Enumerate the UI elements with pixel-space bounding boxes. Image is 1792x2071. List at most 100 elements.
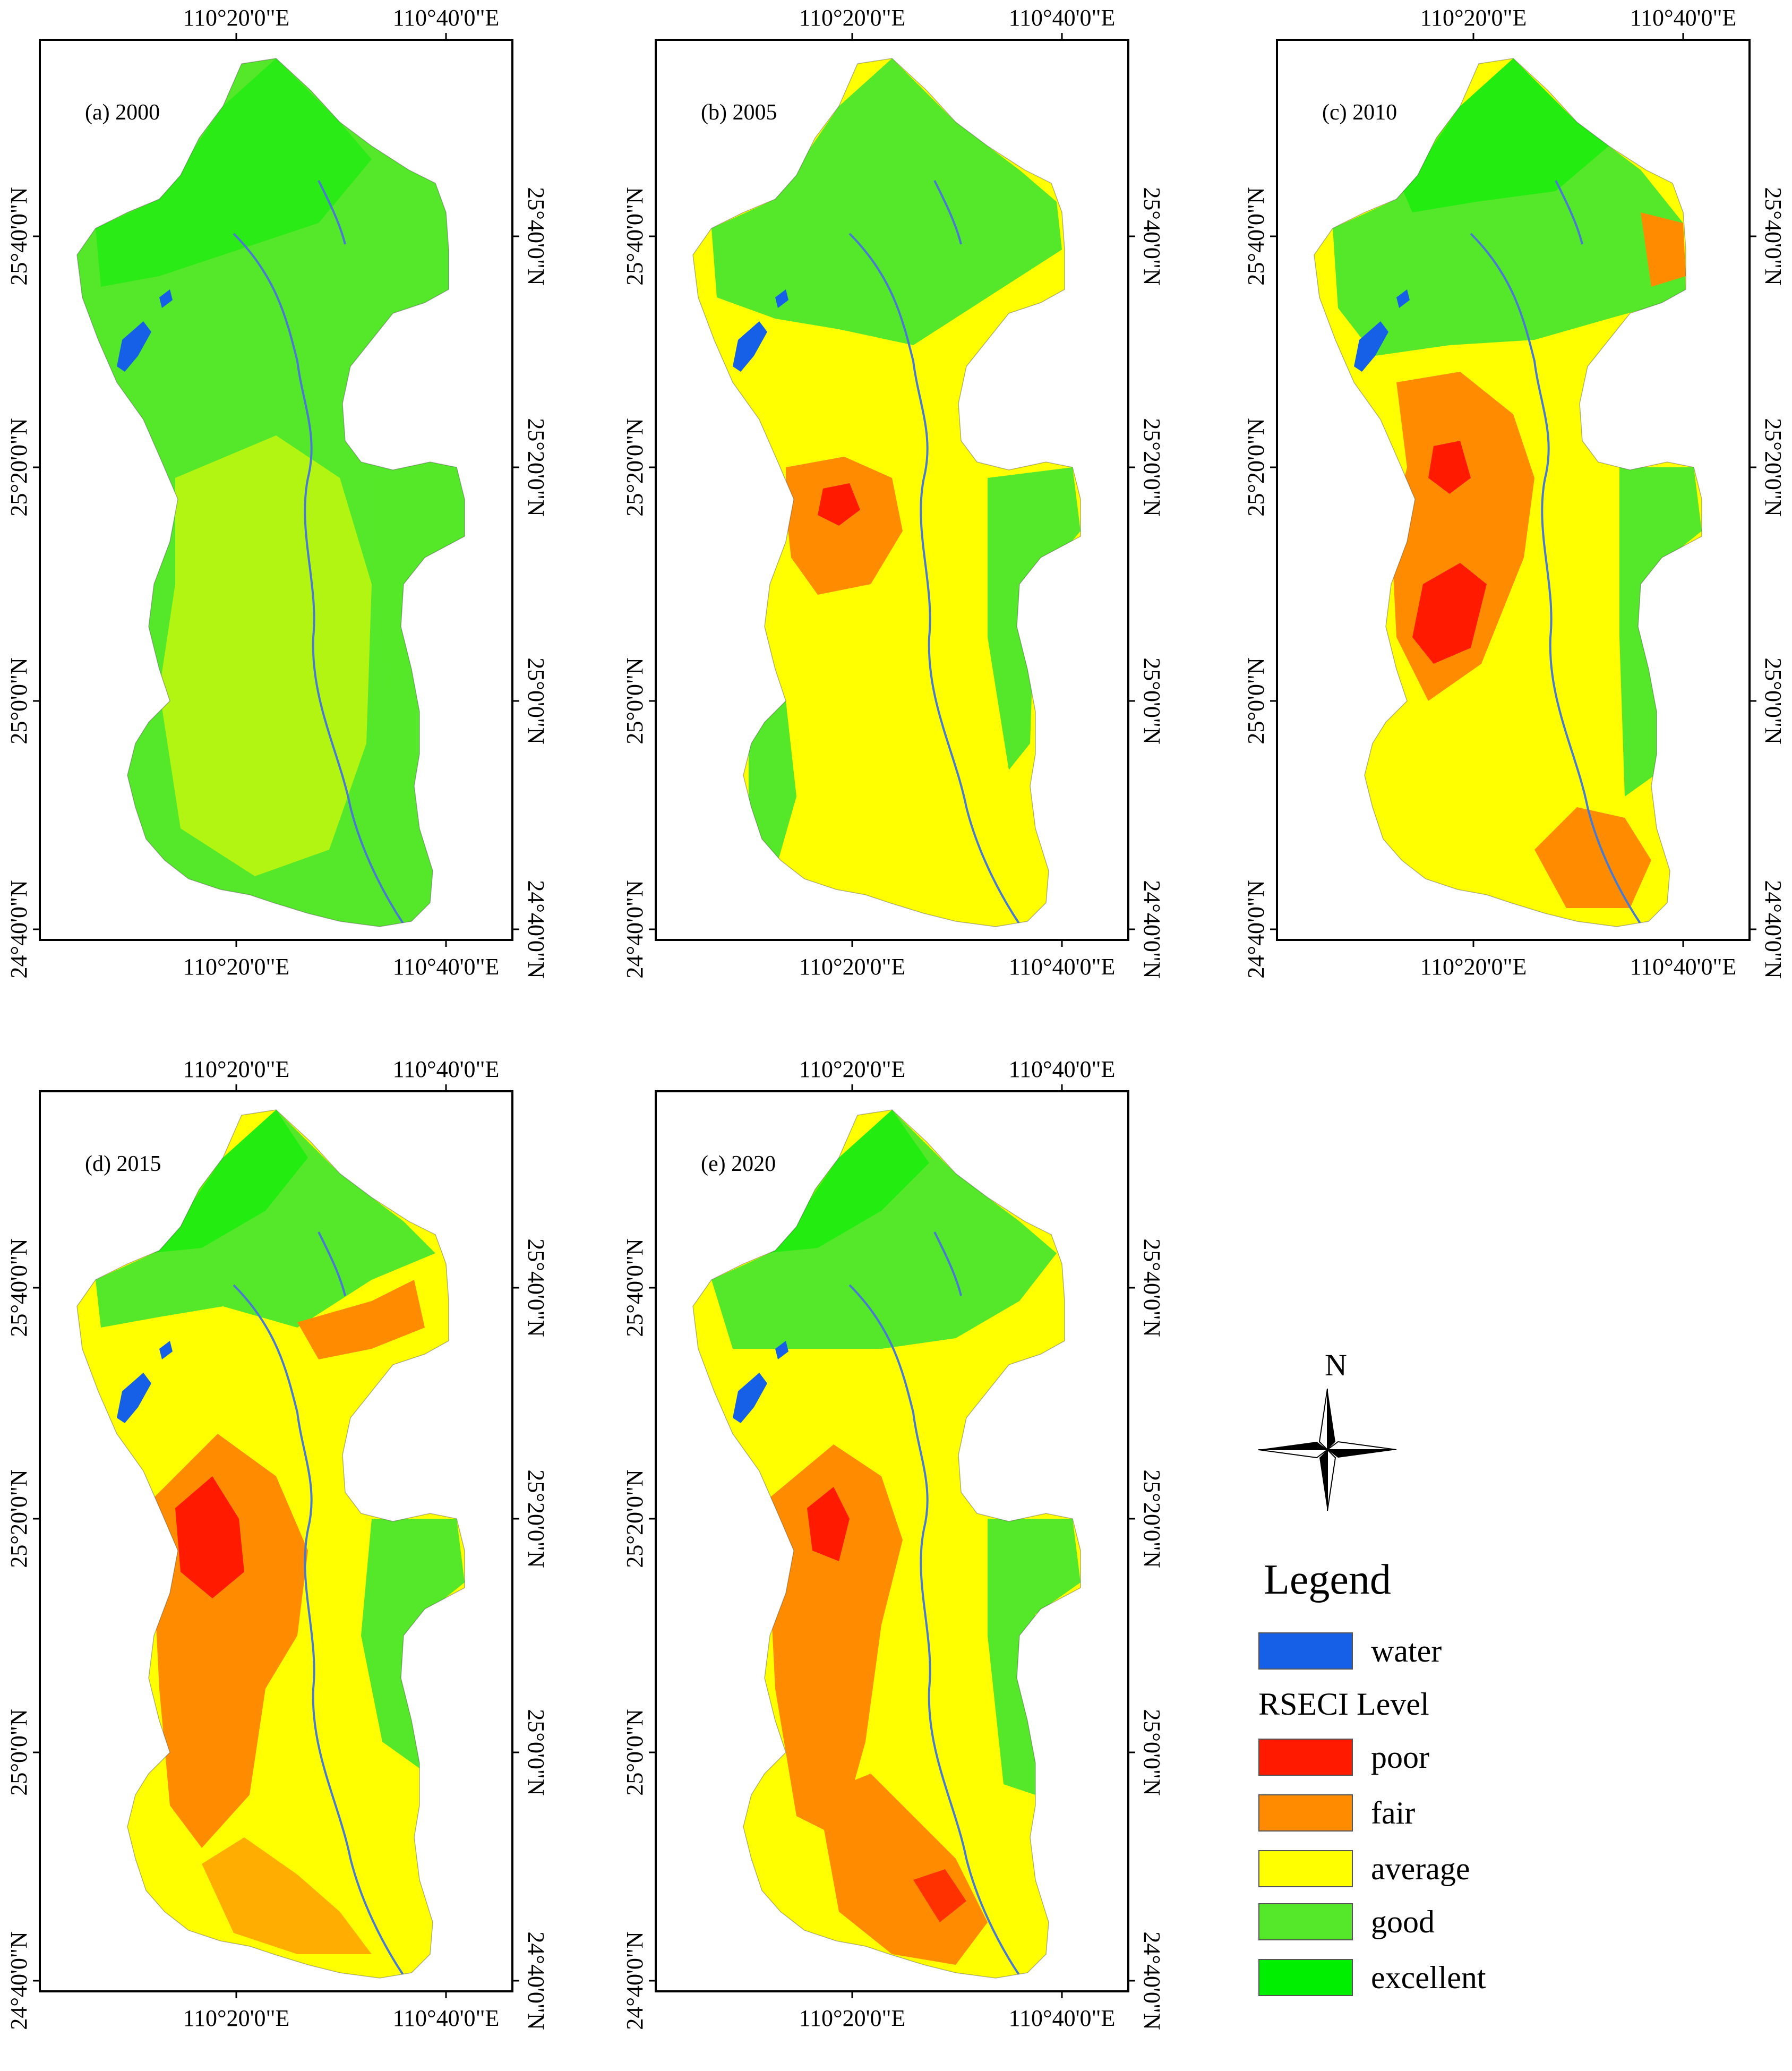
panel-label-c: (c) 2010 (1322, 100, 1397, 125)
lat-label-right-b-0: 25°40'0"N (1139, 187, 1165, 285)
legend-row-average: average (1258, 1848, 1470, 1889)
lon-label-top-a-1: 110°40'0"E (393, 5, 500, 31)
map-frame-b (655, 39, 1129, 941)
lon-label-top-c-0: 110°20'0"E (1420, 5, 1527, 31)
legend-swatch-water (1258, 1632, 1353, 1670)
lat-label-left-c-3: 24°40'0"N (1243, 880, 1269, 978)
zone-c-8 (1641, 212, 1686, 287)
river-b (848, 233, 1021, 925)
lat-label-right-e-3: 24°40'0"N (1139, 1931, 1165, 2030)
north-arrow-icon: N (1258, 1349, 1397, 1511)
legend-swatch-excellent (1258, 1959, 1353, 1996)
map-svg-d: (d) 2015 110°20'0"E 110°20'0"E 110°40'0"E 11… (6, 1056, 549, 2031)
zone-a-2 (159, 435, 372, 876)
legend-swatch-good (1258, 1903, 1353, 1940)
zone-d-7 (202, 1837, 372, 1954)
legend-row-excellent: excellent (1258, 1957, 1486, 1998)
lon-label-bottom-d-0: 110°20'0"E (183, 2005, 290, 2031)
map-frame-d (39, 1090, 513, 1992)
map-svg-b: (b) 2005 110°20'0"E 110°20'0"E 110°40'0"E 11… (622, 5, 1165, 980)
lat-label-left-d-2: 25°0'0"N (6, 1709, 32, 1795)
map-panel-e: (e) 2020 110°20'0"E 110°20'0"E 110°40'0"E 11… (616, 1051, 1173, 2071)
map-legend: N Legend water RSECI Level poor fair ave… (1253, 1349, 1731, 2013)
zone-c-6 (1412, 563, 1487, 664)
zone-b-4 (786, 457, 903, 595)
zone-c-7 (1534, 807, 1651, 908)
legend-label-good: good (1371, 1904, 1435, 1939)
lat-label-left-c-2: 25°0'0"N (1243, 657, 1269, 744)
zone-d-1 (96, 1110, 435, 1328)
map-panel-c: (c) 2010 110°20'0"E 110°20'0"E 110°40'0"E 11… (1237, 0, 1792, 1020)
lon-label-bottom-c-1: 110°40'0"E (1630, 954, 1737, 980)
lat-label-right-c-3: 24°40'0"N (1760, 880, 1786, 978)
map-frame-e (655, 1090, 1129, 1992)
lat-label-right-a-1: 25°20'0"N (523, 418, 549, 516)
legend-subtitle: RSECI Level (1258, 1687, 1429, 1722)
zone-c-1 (1333, 58, 1686, 356)
panel-label-e: (e) 2020 (701, 1152, 776, 1176)
legend-label-water: water (1371, 1633, 1442, 1668)
zone-e-4 (770, 1444, 903, 1837)
lat-label-left-a-2: 25°0'0"N (6, 657, 32, 744)
lat-label-right-a-2: 25°0'0"N (523, 657, 549, 744)
lat-label-right-b-3: 24°40'0"N (1139, 880, 1165, 978)
zone-e-2 (765, 1110, 929, 1253)
legend-row-water: water (1258, 1630, 1442, 1672)
lat-label-right-e-2: 25°0'0"N (1139, 1709, 1165, 1795)
lat-label-left-a-0: 25°40'0"N (6, 187, 32, 285)
legend-title: Legend (1264, 1556, 1391, 1603)
river-c (1470, 233, 1642, 925)
lat-label-left-d-1: 25°20'0"N (6, 1469, 32, 1568)
lat-label-right-c-2: 25°0'0"N (1760, 657, 1786, 744)
lat-label-left-b-0: 25°40'0"N (622, 187, 648, 285)
lon-label-bottom-c-0: 110°20'0"E (1420, 954, 1527, 980)
lat-label-right-d-0: 25°40'0"N (523, 1238, 549, 1337)
lat-label-right-b-1: 25°20'0"N (1139, 418, 1165, 516)
lon-label-top-d-0: 110°20'0"E (183, 1056, 290, 1082)
lon-label-bottom-b-0: 110°20'0"E (799, 954, 906, 980)
lon-label-bottom-e-0: 110°20'0"E (799, 2005, 906, 2031)
map-frame-c (1276, 39, 1751, 941)
lat-label-left-b-2: 25°0'0"N (622, 657, 648, 744)
legend-label-excellent: excellent (1371, 1959, 1486, 1995)
lon-label-top-e-1: 110°40'0"E (1009, 1056, 1116, 1082)
lat-label-right-d-2: 25°0'0"N (523, 1709, 549, 1795)
legend-label-fair: fair (1371, 1795, 1416, 1830)
zone-b-1 (711, 58, 1062, 345)
map-panel-a: (a) 2000 110°20'0"E 110°20'0"E 110°40'0"E 11… (0, 0, 558, 1020)
zone-a-1 (96, 58, 372, 287)
lat-label-left-e-1: 25°20'0"N (622, 1469, 648, 1568)
lat-label-right-a-0: 25°40'0"N (523, 187, 549, 285)
lon-label-top-b-1: 110°40'0"E (1009, 5, 1116, 31)
lat-label-left-c-0: 25°40'0"N (1243, 187, 1269, 285)
lat-label-right-e-1: 25°20'0"N (1139, 1469, 1165, 1568)
lat-label-right-d-3: 24°40'0"N (523, 1931, 549, 2030)
legend-swatch-poor (1258, 1739, 1353, 1776)
zone-c-2 (1396, 58, 1609, 212)
legend-swatch-average (1258, 1850, 1353, 1887)
lon-label-bottom-e-1: 110°40'0"E (1009, 2005, 1116, 2031)
lon-label-bottom-a-0: 110°20'0"E (183, 954, 290, 980)
legend-label-average: average (1371, 1851, 1470, 1886)
reservoir-b (733, 321, 767, 372)
panel-label-a: (a) 2000 (85, 100, 160, 125)
lon-label-bottom-d-1: 110°40'0"E (393, 2005, 500, 2031)
map-frame-a (39, 39, 513, 941)
zone-a-3 (372, 467, 462, 690)
lat-label-left-a-3: 24°40'0"N (6, 880, 32, 978)
map-svg-c: (c) 2010 110°20'0"E 110°20'0"E 110°40'0"E 11… (1243, 5, 1786, 980)
lon-label-top-a-0: 110°20'0"E (183, 5, 290, 31)
legend-row-poor: poor (1258, 1736, 1429, 1778)
river-e (848, 1284, 1021, 1976)
panel-label-d: (d) 2015 (85, 1152, 161, 1176)
zone-d-2 (149, 1110, 308, 1253)
lat-label-right-a-3: 24°40'0"N (523, 880, 549, 978)
lat-label-right-d-1: 25°20'0"N (523, 1469, 549, 1568)
zone-e-3 (988, 1519, 1081, 1795)
river-d (233, 1284, 405, 1976)
reservoir-a (117, 321, 151, 372)
lon-label-top-e-0: 110°20'0"E (799, 1056, 906, 1082)
map-svg-e: (e) 2020 110°20'0"E 110°20'0"E 110°40'0"E 11… (622, 1056, 1165, 2031)
legend-row-fair: fair (1258, 1792, 1415, 1834)
lon-label-top-d-1: 110°40'0"E (393, 1056, 500, 1082)
